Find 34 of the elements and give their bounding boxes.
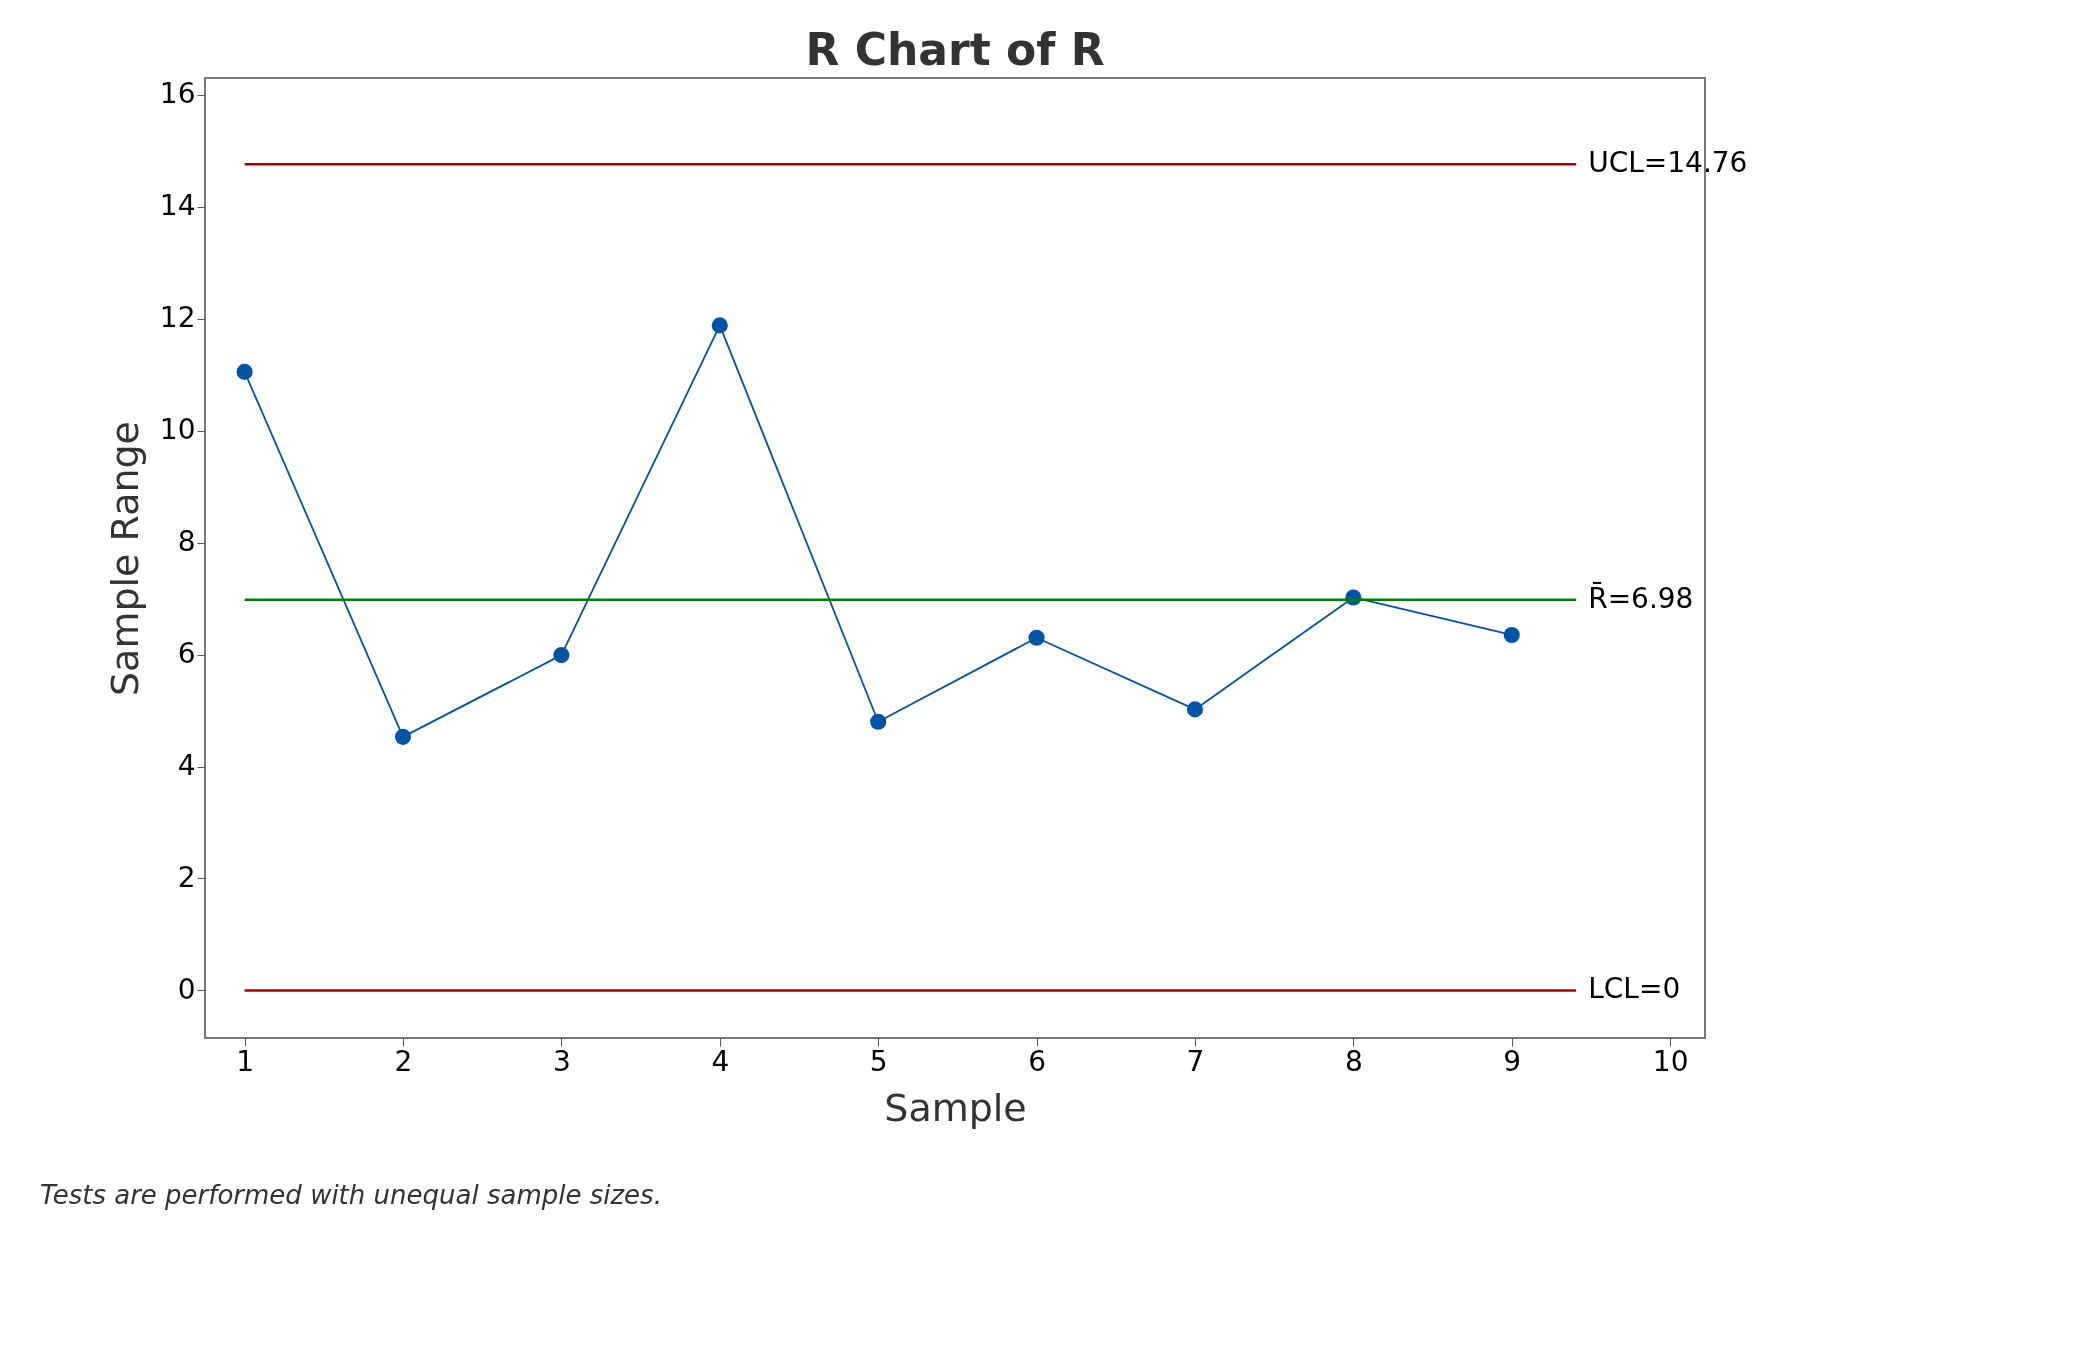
point <box>870 713 887 730</box>
y-tick-label: 6 <box>177 637 196 671</box>
y-tick-label: 2 <box>177 860 196 894</box>
chart-title: R Chart of R <box>805 24 1105 75</box>
y-tick-label: 4 <box>177 749 196 783</box>
x-tick-label: 7 <box>1186 1044 1205 1078</box>
x-tick-label: 4 <box>711 1044 730 1078</box>
x-axis-title: Sample <box>884 1085 1027 1130</box>
x-tick-label: 6 <box>1028 1044 1046 1078</box>
point <box>236 363 253 380</box>
x-tick-label: 2 <box>394 1044 413 1078</box>
text: Tests are performed with unequal sample sizes. <box>40 1180 662 1210</box>
x-tick-label: 3 <box>552 1044 571 1078</box>
y-tick-label: 16 <box>159 77 196 111</box>
point <box>1186 701 1204 718</box>
x-tick-label: 8 <box>1344 1044 1363 1078</box>
ref-line-label: R̄=6.98 <box>1588 580 1694 615</box>
ref-line-label: LCL=0 <box>1588 972 1681 1006</box>
point <box>394 728 412 745</box>
ref-line-label: UCL=14.76 <box>1588 146 1748 180</box>
y-tick-label: 8 <box>177 525 196 559</box>
y-tick-label: 10 <box>159 413 196 447</box>
y-tick-label: 0 <box>177 972 196 1006</box>
point <box>553 647 570 664</box>
x-tick-label: 1 <box>236 1044 255 1078</box>
point <box>1028 629 1045 646</box>
x-tick-label: 10 <box>1652 1044 1689 1078</box>
y-tick-label: 12 <box>159 301 196 335</box>
x-tick-label: 9 <box>1503 1044 1522 1078</box>
point <box>1503 626 1520 644</box>
point <box>711 317 728 334</box>
y-axis-title: Sample Range <box>102 421 147 696</box>
y-tick-label: 14 <box>159 189 196 223</box>
x-tick-label: 5 <box>869 1044 888 1078</box>
